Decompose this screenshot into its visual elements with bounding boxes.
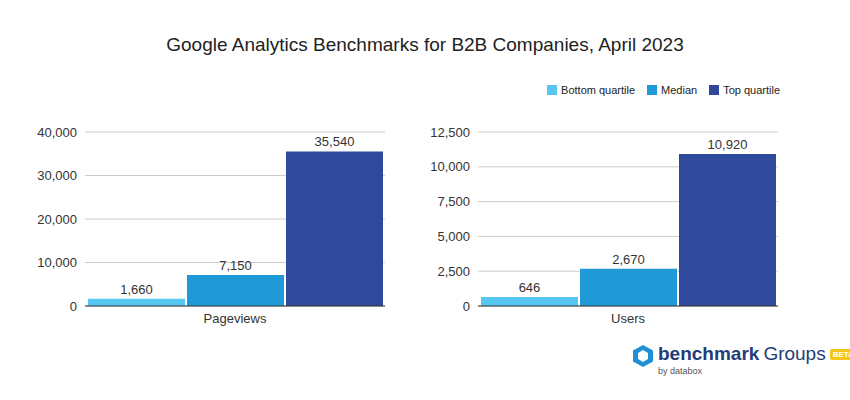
svg-text:20,000: 20,000 <box>37 212 77 227</box>
svg-text:646: 646 <box>519 280 541 295</box>
svg-text:12,500: 12,500 <box>430 125 470 140</box>
svg-text:35,540: 35,540 <box>315 134 355 149</box>
html-text:by databox: by databox <box>658 366 702 376</box>
svg-text:30,000: 30,000 <box>37 168 77 183</box>
html-text:benchmark Groups: benchmark Groups <box>658 343 826 364</box>
html-text:Bottom quartile: Bottom quartile <box>561 84 635 96</box>
svg-text:Pageviews: Pageviews <box>204 311 267 326</box>
svg-text:40,000: 40,000 <box>37 125 77 140</box>
svg-text:1,660: 1,660 <box>120 282 153 297</box>
html-text:Top quartile: Top quartile <box>723 84 780 96</box>
html-text:Median: Median <box>661 84 698 96</box>
svg-text:2,500: 2,500 <box>437 264 470 279</box>
svg-text:7,500: 7,500 <box>437 194 470 209</box>
svg-text:10,920: 10,920 <box>708 137 748 152</box>
html-text:Google Analytics Benchmarks fo: Google Analytics Benchmarks for B2B Comp… <box>166 34 684 55</box>
svg-text:0: 0 <box>463 299 470 314</box>
svg-text:10,000: 10,000 <box>430 159 470 174</box>
svg-text:2,670: 2,670 <box>612 252 645 267</box>
svg-text:Users: Users <box>611 311 645 326</box>
svg-text:10,000: 10,000 <box>37 255 77 270</box>
svg-text:0: 0 <box>70 299 77 314</box>
svg-text:5,000: 5,000 <box>437 229 470 244</box>
svg-text:7,150: 7,150 <box>219 258 252 273</box>
